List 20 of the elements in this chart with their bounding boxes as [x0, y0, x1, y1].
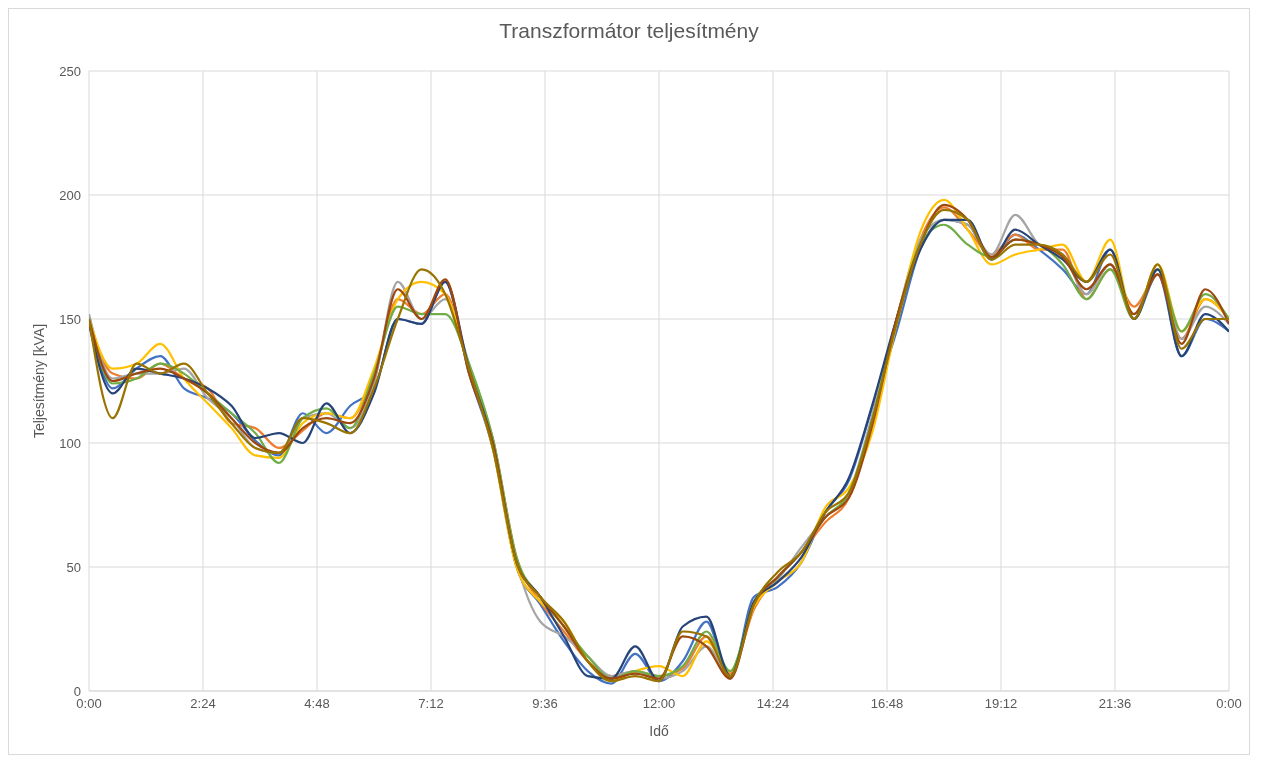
- x-tick-label: 16:48: [870, 696, 904, 712]
- y-tick-label: 250: [59, 63, 81, 79]
- x-tick-label: 2:24: [190, 696, 216, 712]
- y-tick-label: 0: [73, 683, 81, 699]
- y-tick-label: 50: [66, 559, 81, 575]
- y-tick-label: 200: [59, 187, 81, 203]
- x-tick-label: 0:00: [76, 696, 102, 712]
- x-axis-title: Idő: [649, 723, 669, 739]
- y-tick-label: 150: [59, 311, 81, 327]
- x-tick-label: 4:48: [304, 696, 330, 712]
- chart-title: Transzformátor teljesítmény: [498, 19, 760, 44]
- x-tick-label: 19:12: [984, 696, 1018, 712]
- y-tick-label: 100: [59, 435, 81, 451]
- x-tick-label: 7:12: [418, 696, 444, 712]
- x-tick-label: 9:36: [532, 696, 558, 712]
- y-axis-title: Teljesítmény [kVA]: [30, 323, 47, 439]
- x-tick-label: 21:36: [1098, 696, 1132, 712]
- x-tick-label: 14:24: [756, 696, 790, 712]
- x-tick-label: 12:00: [642, 696, 676, 712]
- x-tick-label: 0:00: [1216, 696, 1242, 712]
